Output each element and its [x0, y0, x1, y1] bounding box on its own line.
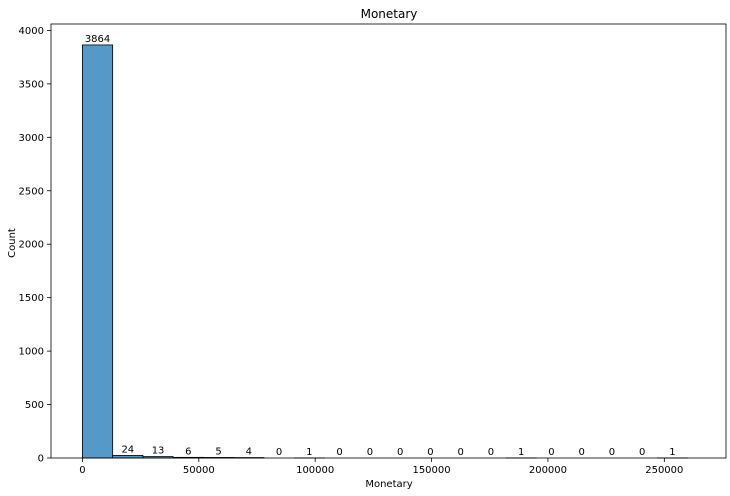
- histogram-bar: [82, 44, 114, 459]
- bar-value-label: 0: [609, 447, 615, 458]
- bar-value-label: 24: [121, 444, 134, 455]
- bar-value-label: 3864: [85, 34, 110, 45]
- bar-value-label: 0: [397, 447, 403, 458]
- bar-value-label: 0: [336, 447, 342, 458]
- y-tick-label: 500: [25, 400, 44, 411]
- bar-value-label: 0: [427, 447, 433, 458]
- bar-value-label: 6: [185, 446, 191, 457]
- bar-value-label: 0: [548, 447, 554, 458]
- bar-value-label: 13: [152, 446, 165, 457]
- bar-value-label: 0: [488, 447, 494, 458]
- x-tick-label: 100000: [296, 465, 334, 476]
- y-tick-label: 3000: [19, 133, 44, 144]
- x-tick-label: 200000: [529, 465, 567, 476]
- y-tick-label: 3500: [19, 79, 44, 90]
- bar-value-label: 0: [276, 447, 282, 458]
- y-axis: 0 500 1000 1500 2000 2500 3000 3500 4000: [19, 26, 51, 465]
- bar-value-label: 1: [669, 447, 675, 458]
- y-tick-label: 4000: [19, 26, 44, 37]
- plot-frame: [50, 23, 727, 459]
- x-axis-title: Monetary: [365, 479, 412, 490]
- bar-value-label: 5: [215, 446, 221, 457]
- y-tick-label: 2000: [19, 240, 44, 251]
- x-tick-label: 50000: [183, 465, 215, 476]
- bar-value-label: 0: [457, 447, 463, 458]
- bar-value-label: 0: [579, 447, 585, 458]
- bar-value-label: 1: [518, 447, 524, 458]
- x-axis: 0 50000 100000 150000 200000 250000: [79, 458, 683, 476]
- y-tick-label: 2500: [19, 186, 44, 197]
- y-tick-label: 0: [38, 454, 44, 465]
- y-axis-title: Count: [7, 228, 18, 258]
- y-tick-label: 1500: [19, 293, 44, 304]
- chart-title: Monetary: [361, 7, 418, 21]
- y-tick-label: 1000: [19, 347, 44, 358]
- x-tick-label: 0: [79, 465, 85, 476]
- x-tick-label: 150000: [412, 465, 450, 476]
- bar-value-label: 1: [306, 447, 312, 458]
- bars-group: [82, 44, 688, 459]
- data-labels-group: 3864 24 13 6 5 4 0 1 0 0 0 0 0 0 1 0 0 0 0 1: [85, 34, 676, 458]
- bar-value-label: 0: [639, 447, 645, 458]
- x-tick-label: 250000: [645, 465, 683, 476]
- bar-value-label: 4: [246, 447, 252, 458]
- bar-value-label: 0: [367, 447, 373, 458]
